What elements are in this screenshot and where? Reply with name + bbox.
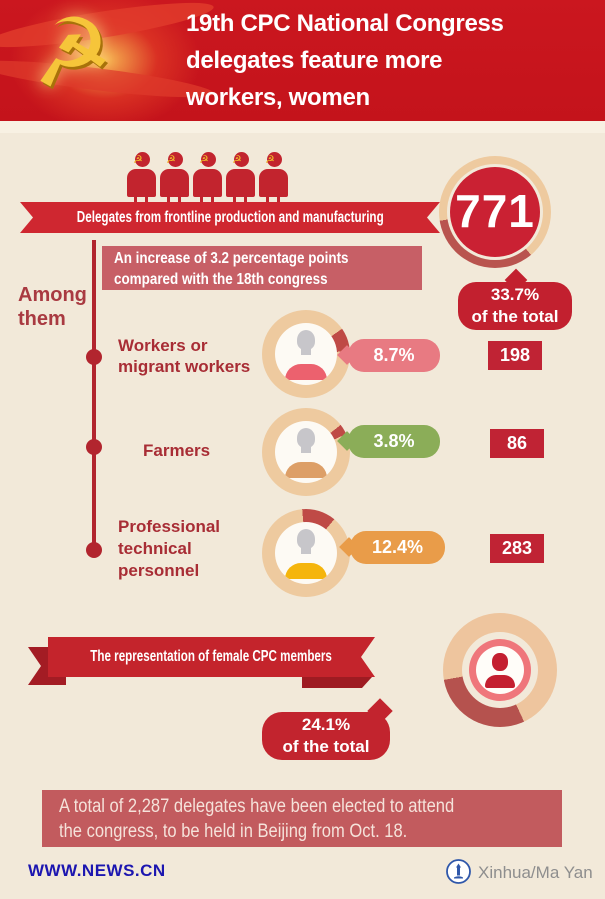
timeline-bullet [86,349,102,365]
farmers-count-badge: 86 [490,429,544,458]
timeline-line [92,240,96,553]
share-caption: of the total [282,737,370,756]
title-line: delegates feature more [186,47,443,74]
person-silhouette-icon [275,323,337,385]
timeline-bullet [86,542,102,558]
header-divider [0,121,605,133]
female-silhouette-icon [476,646,524,694]
worker-delegate-icon: ☭ [192,152,225,207]
increase-line: An increase of 3.2 percentage points [114,250,349,267]
share-percent: 33.7% [490,285,540,304]
farmers-donut-chart [262,408,350,496]
worker-delegate-icon: ☭ [126,152,159,207]
title-line: workers, women [186,84,370,111]
title-line: 19th CPC National Congress [186,10,504,37]
workers-count-badge: 198 [488,341,542,370]
news-site-link[interactable]: WWW.NEWS.CN [28,861,166,880]
frontline-ribbon-label: Delegates from frontline production and … [76,209,384,226]
worker-delegate-icon: ☭ [258,152,291,207]
worker-icons-row: ☭ ☭ ☭ ☭ ☭ [126,152,294,208]
share-percent: 24.1% [301,715,351,734]
professional-percent-bubble: 12.4% [350,531,445,564]
frontline-ribbon-banner: Delegates from frontline production and … [20,202,440,233]
professional-count-badge: 283 [490,534,544,563]
row-label-professional: Professional technical personnel [118,517,221,580]
worker-delegate-icon: ☭ [225,152,258,207]
row-label-farmers: Farmers [143,441,211,460]
xinhua-logo-icon [446,859,471,884]
female-share-callout: 24.1% of the total [262,712,390,760]
hammer-sickle-badge-icon: ☭ [133,154,143,166]
farmers-percent-bubble: 3.8% [348,425,440,458]
frontline-total-value: 771 [450,167,540,257]
worker-delegate-icon: ☭ [159,152,192,207]
person-silhouette-icon [275,522,337,584]
hammer-sickle-badge-icon: ☭ [265,154,275,166]
person-silhouette-icon [275,421,337,483]
note-line: A total of 2,287 delegates have been ele… [59,796,455,817]
summary-note-box: A total of 2,287 delegates have been ele… [42,790,562,847]
note-line: the congress, to be held in Beijing from… [59,821,408,842]
female-ribbon-banner: The representation of female CPC members [48,637,375,677]
among-them-label: Among them [18,284,87,330]
hammer-sickle-badge-icon: ☭ [232,154,242,166]
hammer-sickle-badge-icon: ☭ [199,154,209,166]
header-banner: ☭ 19th CPC National Congress delegates f… [0,0,605,130]
workers-percent-bubble: 8.7% [348,339,440,372]
row-label-workers: Workers or migrant workers [118,336,251,376]
increase-line: compared with the 18th congress [114,271,328,288]
share-caption: of the total [471,307,559,326]
professional-donut-chart [262,509,350,597]
frontline-share-callout: 33.7% of the total [458,282,572,330]
female-ribbon-fold [302,677,372,688]
increase-note-box: An increase of 3.2 percentage points com… [102,246,422,290]
hammer-sickle-icon: ☭ [24,0,118,109]
workers-donut-chart [262,310,350,398]
photo-credit: Xinhua/Ma Yan [478,863,593,882]
page-title: 19th CPC National Congress delegates fea… [186,5,598,116]
hammer-sickle-badge-icon: ☭ [166,154,176,166]
timeline-bullet [86,439,102,455]
female-ribbon-label: The representation of female CPC members [90,648,333,665]
